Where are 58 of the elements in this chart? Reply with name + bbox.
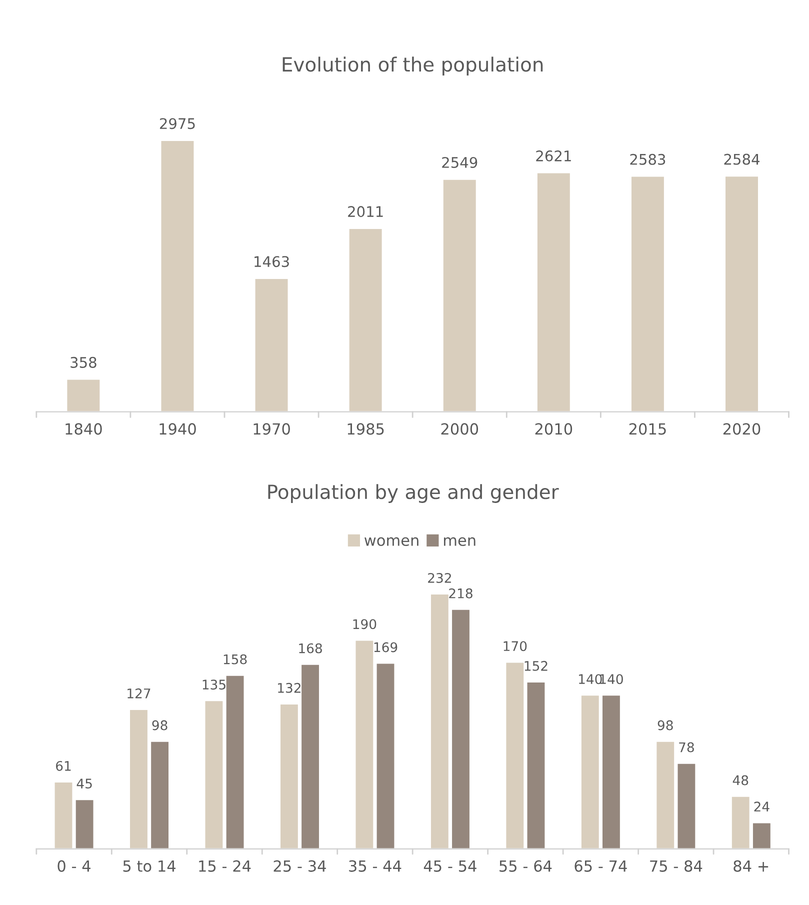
x-tick-label: 1840 xyxy=(66,423,102,435)
data-label: 98 xyxy=(152,720,168,730)
data-label: 158 xyxy=(224,654,247,664)
data-label: 45 xyxy=(76,778,92,789)
x-tick-label: 65 - 74 xyxy=(574,860,627,872)
data-label: 24 xyxy=(754,802,770,812)
data-label: 48 xyxy=(732,775,748,786)
data-label: 98 xyxy=(658,720,673,730)
data-label: 218 xyxy=(449,588,472,598)
data-label: 190 xyxy=(353,619,376,630)
x-tick-label: 25 - 34 xyxy=(274,860,326,872)
data-label: 140 xyxy=(579,674,602,684)
data-label: 168 xyxy=(299,643,322,654)
data-label: 61 xyxy=(56,760,71,771)
bar xyxy=(442,178,478,412)
x-tick-label: 1970 xyxy=(254,423,290,435)
x-tick-label: 1985 xyxy=(348,423,384,435)
x-tick-label: 84 + xyxy=(734,860,768,872)
data-label: 170 xyxy=(504,641,527,652)
x-tick-label: 75 - 84 xyxy=(650,860,702,872)
bar xyxy=(724,175,760,412)
data-label: 358 xyxy=(70,356,96,368)
data-label: 127 xyxy=(128,688,150,698)
data-label: 135 xyxy=(202,680,226,690)
data-label: 132 xyxy=(278,682,300,693)
chart-title: Evolution of the population xyxy=(282,56,543,76)
legend-label: men xyxy=(444,537,476,546)
legend-label: women xyxy=(364,537,418,546)
x-tick-label: 15 - 24 xyxy=(199,860,251,872)
x-tick-label: 0 - 4 xyxy=(58,860,90,872)
data-label: 2621 xyxy=(536,150,571,162)
data-label: 140 xyxy=(600,674,623,684)
chart-title: Population by age and gender xyxy=(268,484,559,503)
data-label: 232 xyxy=(428,572,451,583)
data-label: 2584 xyxy=(724,154,760,165)
bar xyxy=(66,378,102,412)
x-tick-label: 1940 xyxy=(160,423,196,435)
x-tick-label: 5 to 14 xyxy=(123,860,176,872)
data-label: 2975 xyxy=(160,118,195,130)
bar xyxy=(348,228,384,412)
x-tick-label: 2000 xyxy=(441,423,478,435)
x-tick-label: 2015 xyxy=(629,423,666,435)
data-label: 1463 xyxy=(254,256,289,268)
x-tick-label: 35 - 44 xyxy=(349,860,402,872)
x-tick-label: 2020 xyxy=(723,423,760,435)
x-tick-label: 55 - 64 xyxy=(500,860,552,872)
data-label: 2583 xyxy=(630,154,666,165)
x-tick-label: 45 - 54 xyxy=(424,860,476,872)
x-tick-label: 2010 xyxy=(535,423,572,435)
data-label: 2011 xyxy=(348,206,383,218)
data-label: 78 xyxy=(679,742,694,752)
bar xyxy=(254,278,290,412)
data-label: 2549 xyxy=(442,156,478,168)
bar xyxy=(160,140,196,412)
bar xyxy=(630,175,666,412)
data-label: 169 xyxy=(374,642,398,652)
bar xyxy=(536,172,572,412)
data-label: 152 xyxy=(524,660,548,671)
